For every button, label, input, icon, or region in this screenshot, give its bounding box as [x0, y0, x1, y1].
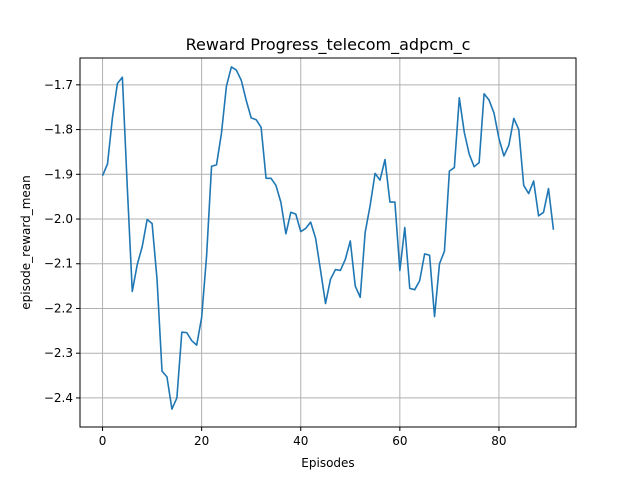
series-layer: [101, 66, 555, 410]
x-tick-label: 40: [293, 434, 308, 448]
y-tick-label: −1.8: [44, 123, 73, 137]
ticks: 0 20 40 60 80 −2.4 −2.3 −2.2 −2.1 −2.0 −1.9 −1.8 −1.…: [44, 78, 507, 448]
y-axis-label: episode_reward_mean: [19, 175, 33, 310]
y-tick-label: −1.7: [44, 78, 73, 92]
x-tick-label: 0: [99, 434, 107, 448]
y-tick-label: −2.2: [44, 301, 73, 315]
y-tick-label: −2.1: [44, 257, 73, 271]
x-tick-label: 80: [491, 434, 506, 448]
x-tick-label: 20: [194, 434, 209, 448]
plot-frame: [79, 57, 577, 428]
x-tick-label: 60: [392, 434, 407, 448]
y-tick-label: −2.3: [44, 346, 73, 360]
y-tick-label: −1.9: [44, 167, 73, 181]
x-axis-label: Episodes: [301, 456, 354, 470]
chart-title: Reward Progress_telecom_adpcm_c: [186, 35, 471, 55]
y-tick-label: −2.0: [44, 212, 73, 226]
series-line: [101, 66, 555, 410]
grid: [80, 58, 576, 427]
y-tick-label: −2.4: [44, 391, 73, 405]
